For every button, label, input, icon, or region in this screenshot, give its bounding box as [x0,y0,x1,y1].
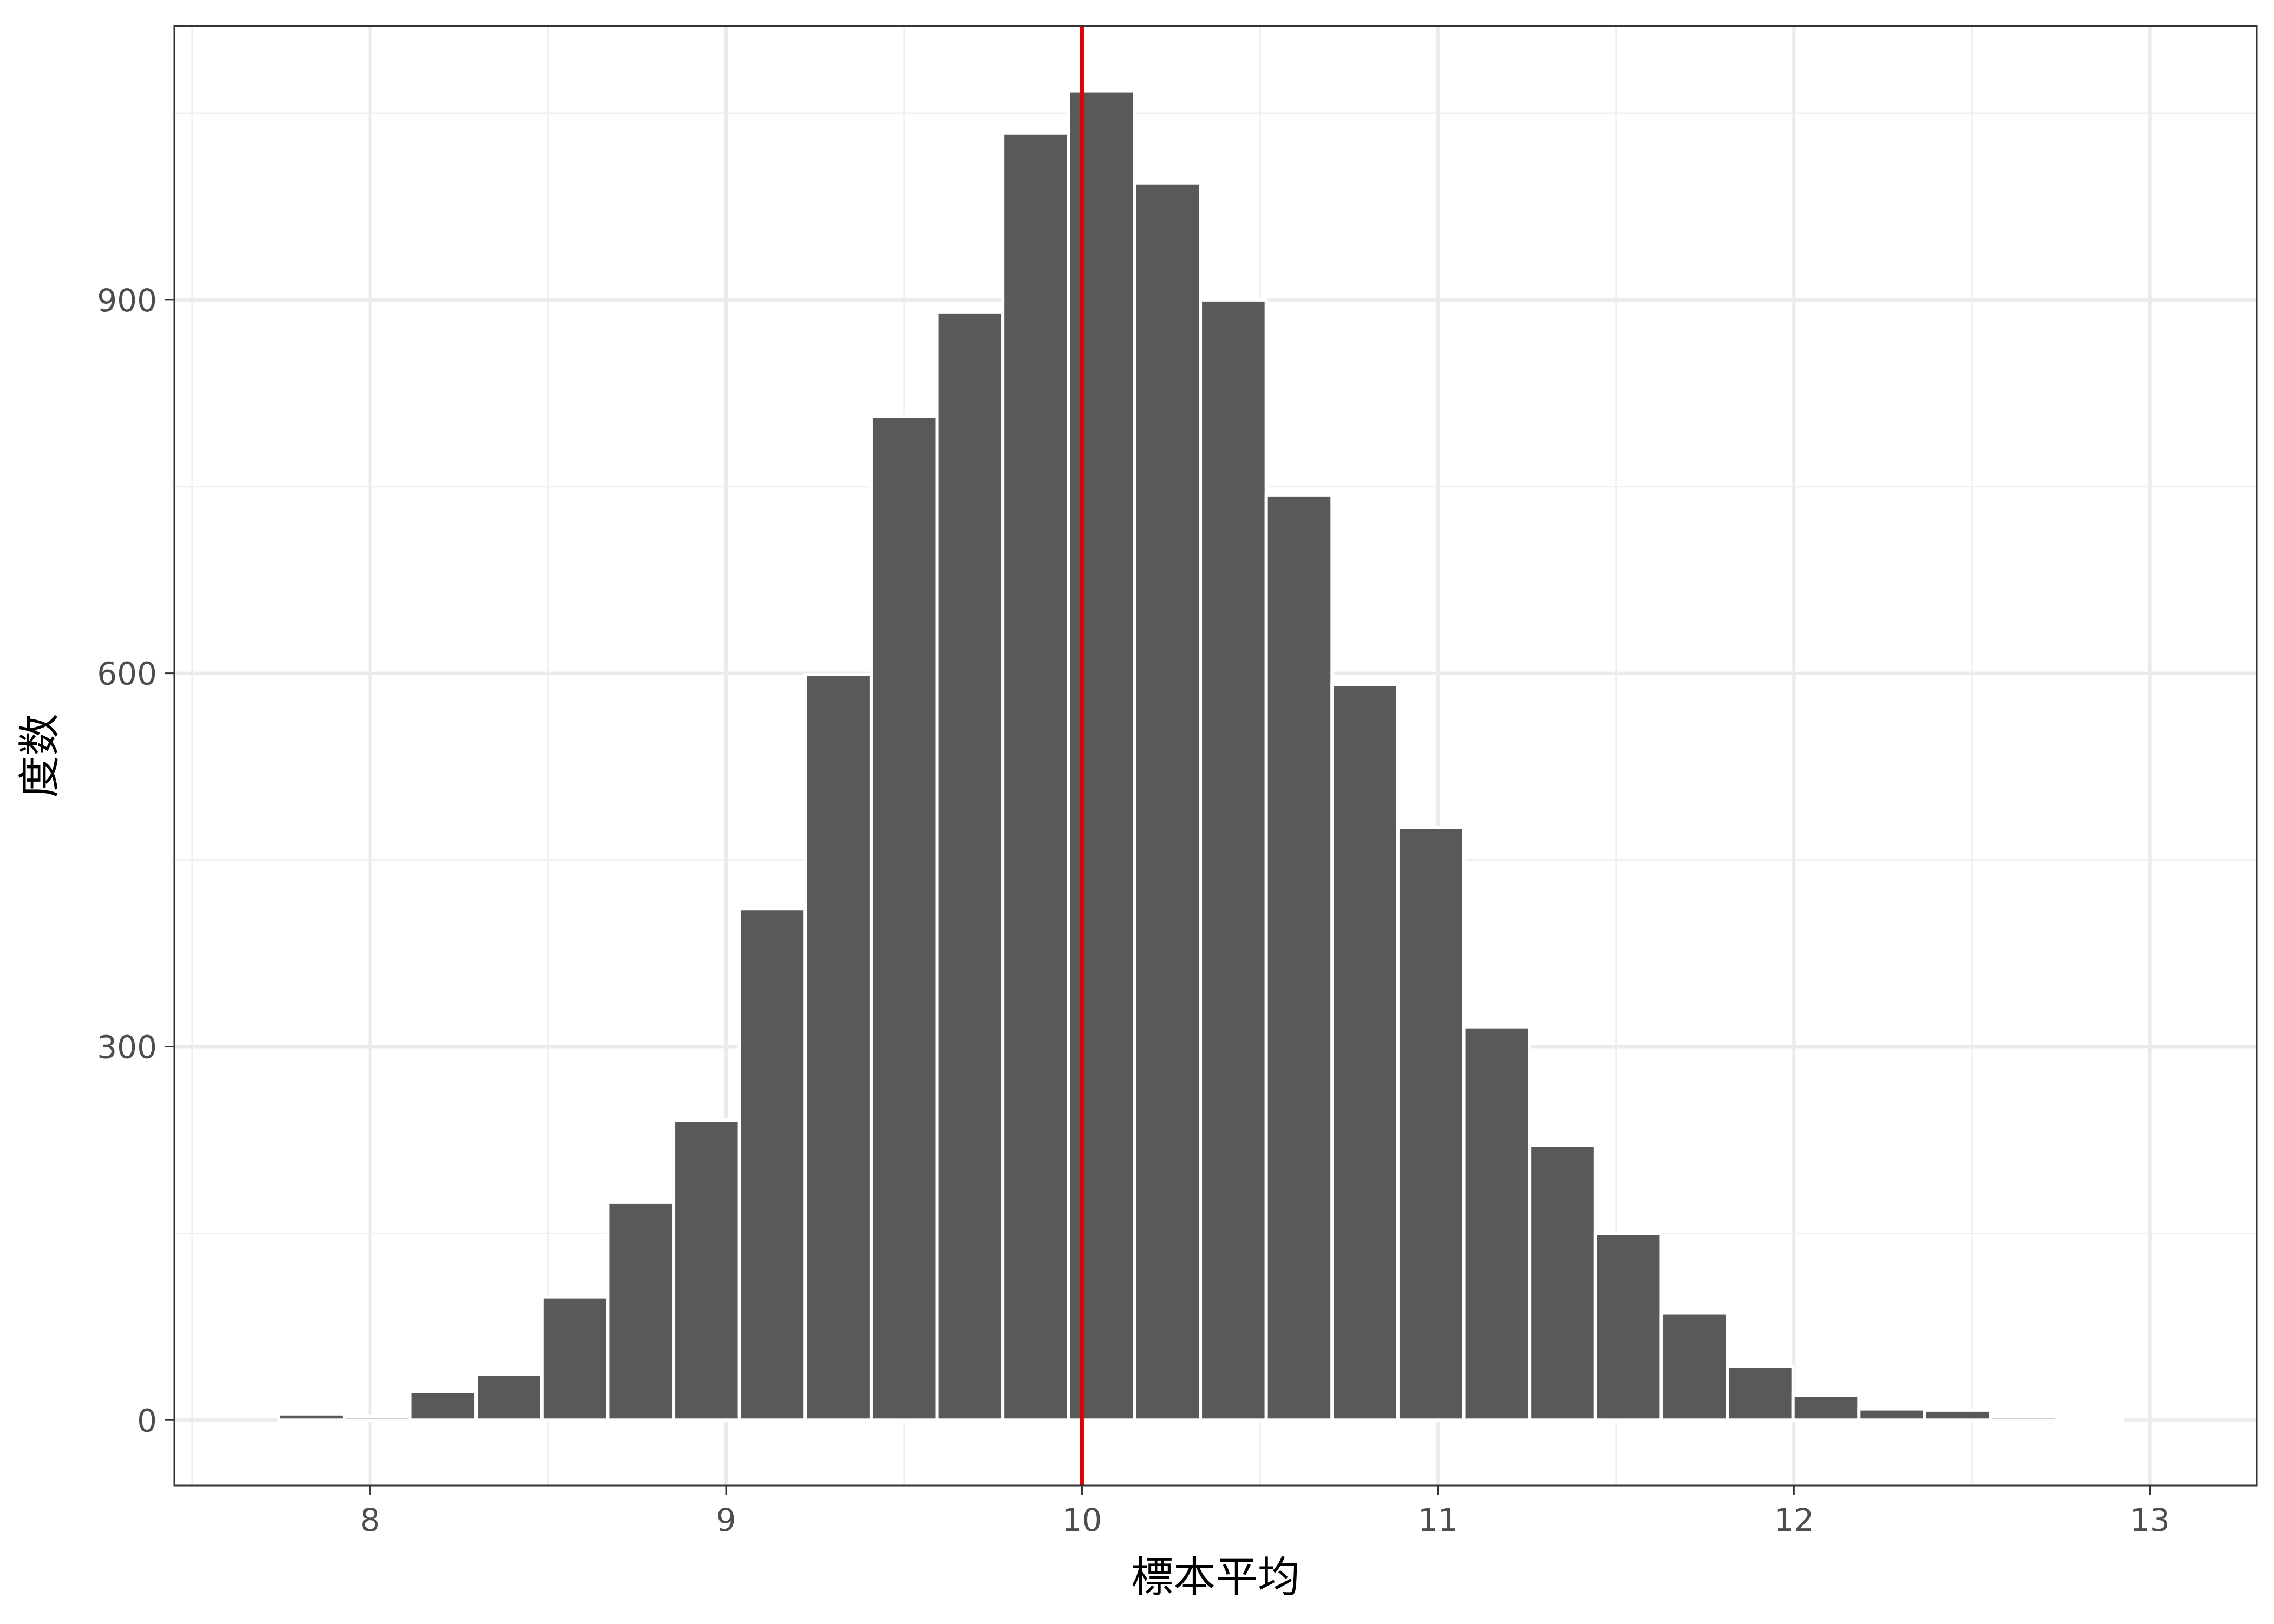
y-axis-title: 度数 [16,713,64,798]
x-tick-label: 9 [716,1502,736,1538]
histogram-bar [408,1390,478,1422]
histogram-bar [737,907,807,1422]
histogram-bar [1923,1408,1992,1422]
y-tick-label: 300 [97,1029,157,1065]
histogram-bar [1857,1407,1926,1422]
histogram-bar [803,672,873,1422]
histogram-bar [1462,1025,1532,1422]
histogram-bar [1001,131,1070,1422]
x-axis: 8 9 10 11 12 13 [360,1485,2170,1538]
histogram-bar [2055,1417,2124,1422]
histogram-bar [1330,683,1400,1422]
histogram-bar [606,1200,676,1422]
y-tick-label: 600 [97,656,157,692]
x-axis-title: 標本平均 [1131,1553,1300,1602]
x-tick-label: 11 [1418,1502,1458,1538]
histogram-bar [342,1415,412,1422]
histogram-bar [1726,1365,1795,1422]
bars [277,89,2124,1422]
histogram-bar [1264,493,1334,1422]
histogram-bar [1199,298,1268,1422]
histogram-bar [1067,89,1136,1422]
y-axis: 0 300 600 900 [97,282,174,1439]
x-tick-label: 8 [360,1502,380,1538]
histogram-bar [1659,1311,1729,1422]
histogram-bar [672,1118,741,1422]
histogram-bar [277,1412,346,1422]
panel-border [173,25,2258,1487]
x-tick-label: 12 [1774,1502,1814,1538]
histogram-bar [1528,1143,1597,1422]
histogram-bar [1593,1232,1663,1422]
y-tick-label: 0 [137,1402,157,1439]
x-tick-label: 13 [2130,1502,2170,1538]
y-tick-label: 900 [97,282,157,319]
histogram-bar [1791,1393,1861,1422]
histogram-bar [474,1372,544,1422]
histogram-bar [1133,181,1203,1422]
histogram-bar [540,1295,610,1422]
histogram-bar [869,415,939,1422]
x-tick-label: 10 [1062,1502,1102,1538]
histogram-bar [1989,1415,2059,1422]
histogram-bar [1396,826,1466,1422]
histogram-bar [935,310,1005,1422]
